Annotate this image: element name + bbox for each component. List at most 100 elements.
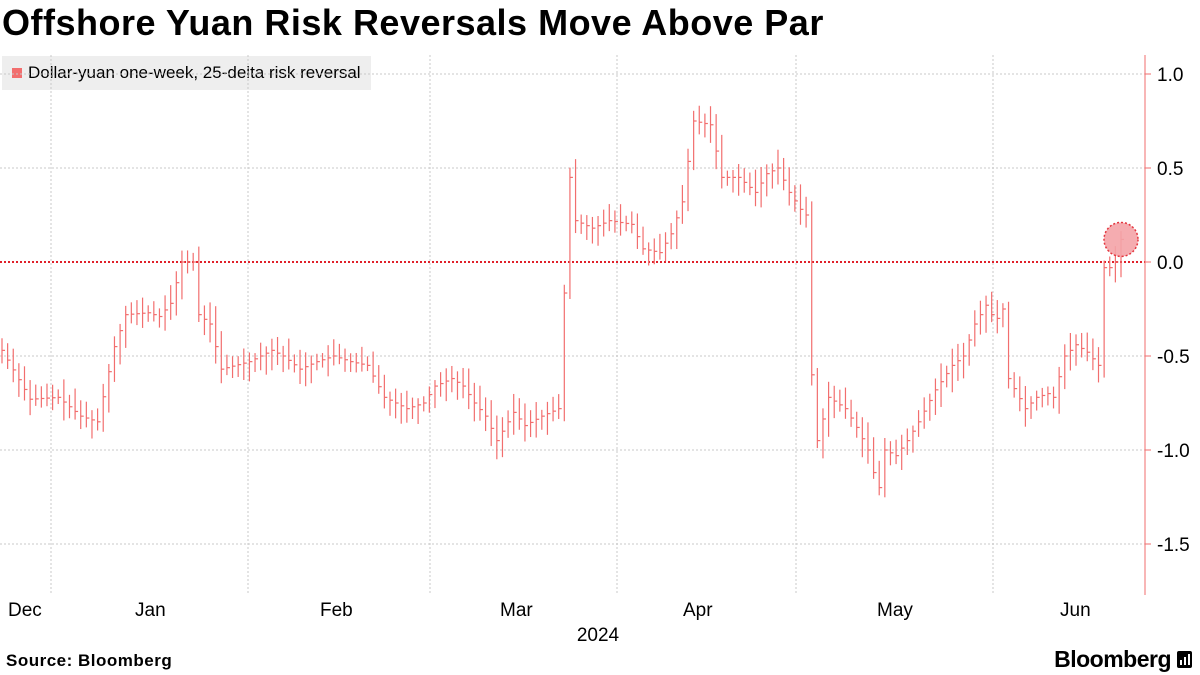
ohlc-bar	[473, 382, 478, 422]
ohlc-bar	[664, 232, 669, 262]
ohlc-bar	[743, 168, 748, 193]
ohlc-bar	[423, 396, 427, 412]
ohlc-bar	[709, 106, 714, 143]
ohlc-bar	[361, 346, 365, 372]
ohlc-bar	[243, 348, 247, 380]
ohlc-bar	[1058, 366, 1063, 414]
ohlc-bar	[80, 400, 84, 430]
ohlc-bar	[119, 323, 124, 365]
bloomberg-chart-icon	[1177, 651, 1192, 668]
ohlc-bar	[333, 339, 337, 366]
ohlc-bar	[1024, 386, 1029, 427]
ohlc-bar	[1, 338, 5, 364]
ohlc-bar	[597, 215, 602, 246]
ohlc-bar	[147, 305, 152, 322]
ohlc-bar	[327, 345, 332, 377]
ohlc-bar	[462, 367, 467, 399]
ohlc-bar	[957, 343, 961, 381]
ohlc-bar	[518, 398, 523, 430]
ohlc-bar	[1047, 386, 1051, 406]
y-tick-label: -1.0	[1157, 441, 1190, 462]
ohlc-bar	[248, 352, 253, 382]
chart-title: Offshore Yuan Risk Reversals Move Above …	[2, 2, 824, 43]
ohlc-bar	[445, 368, 450, 402]
ohlc-bar	[108, 364, 112, 413]
ohlc-bar	[102, 383, 107, 432]
ohlc-bar	[906, 428, 911, 455]
ohlc-bar	[271, 338, 275, 371]
ohlc-bar	[822, 408, 826, 459]
ohlc-bar	[215, 306, 219, 364]
ohlc-bar	[805, 196, 810, 228]
ohlc-bar	[406, 390, 410, 423]
ohlc-bar	[395, 388, 399, 419]
ohlc-bar	[816, 368, 821, 449]
ohlc-bar	[1109, 256, 1113, 277]
ohlc-bar	[372, 351, 377, 383]
ohlc-bar	[451, 365, 455, 393]
ohlc-bar	[619, 204, 624, 236]
ohlc-bar	[687, 148, 692, 212]
ohlc-bar	[962, 342, 967, 379]
ohlc-bar	[175, 271, 180, 316]
ohlc-bar	[428, 386, 433, 413]
ohlc-bar	[305, 352, 309, 387]
ohlc-bar	[985, 295, 990, 333]
ohlc-bar	[63, 379, 67, 421]
ohlc-bar	[299, 349, 304, 384]
ohlc-bar	[698, 105, 703, 135]
ohlc-bar	[681, 184, 686, 224]
ohlc-bar	[417, 398, 422, 424]
ohlc-bar	[586, 215, 590, 240]
x-tick-label: Jan	[135, 600, 166, 621]
ohlc-bar	[754, 169, 759, 207]
ohlc-bar	[1086, 332, 1091, 362]
ohlc-bar	[130, 302, 135, 324]
ohlc-bar	[676, 210, 680, 250]
ohlc-bar	[158, 308, 163, 328]
ohlc-bar	[91, 410, 95, 439]
ohlc-bar	[209, 302, 214, 343]
ohlc-bar	[861, 417, 866, 458]
ohlc-bar	[440, 372, 444, 397]
ohlc-bar	[501, 417, 506, 458]
ohlc-bar	[929, 393, 933, 421]
ohlc-bar	[35, 384, 39, 406]
ohlc-bar	[52, 384, 56, 411]
last-point-marker	[1103, 221, 1139, 258]
ohlc-bar	[355, 352, 360, 373]
y-tick-label: 0.0	[1157, 253, 1183, 274]
ohlc-bar	[203, 305, 208, 336]
ohlc-bar	[1013, 372, 1018, 398]
legend-label: Dollar-yuan one-week, 25-delta risk reve…	[28, 63, 361, 82]
chart-legend: Dollar-yuan one-week, 25-delta risk reve…	[2, 56, 371, 90]
ohlc-bar	[811, 201, 815, 386]
ohlc-bar	[878, 460, 883, 496]
ohlc-bar	[1064, 344, 1068, 390]
ohlc-bar	[867, 422, 871, 464]
ohlc-bar	[68, 394, 73, 419]
ohlc-bar	[1019, 376, 1023, 412]
ohlc-bar	[591, 216, 596, 244]
ohlc-bar	[856, 411, 860, 438]
ohlc-bar	[563, 284, 568, 422]
ohlc-bar	[468, 368, 472, 410]
ohlc-bar	[844, 387, 849, 419]
ohlc-bar	[704, 113, 708, 138]
ohlc-bar	[141, 297, 146, 328]
ohlc-bar	[535, 402, 540, 438]
ohlc-bar	[186, 250, 191, 274]
ohlc-bar	[799, 184, 804, 225]
ohlc-bar	[456, 371, 461, 400]
ohlc-bar	[1069, 332, 1074, 371]
ohlc-bar	[282, 345, 287, 373]
ohlc-bar	[7, 343, 11, 369]
ohlc-bar	[771, 163, 776, 189]
ohlc-bar	[917, 410, 922, 437]
ohlc-bar	[839, 389, 843, 412]
x-tick-label: May	[877, 600, 913, 621]
x-tick-label: Jun	[1060, 600, 1091, 621]
ohlc-bar	[293, 354, 298, 373]
ohlc-bar	[1007, 301, 1012, 389]
ohlc-bar	[1052, 386, 1057, 409]
